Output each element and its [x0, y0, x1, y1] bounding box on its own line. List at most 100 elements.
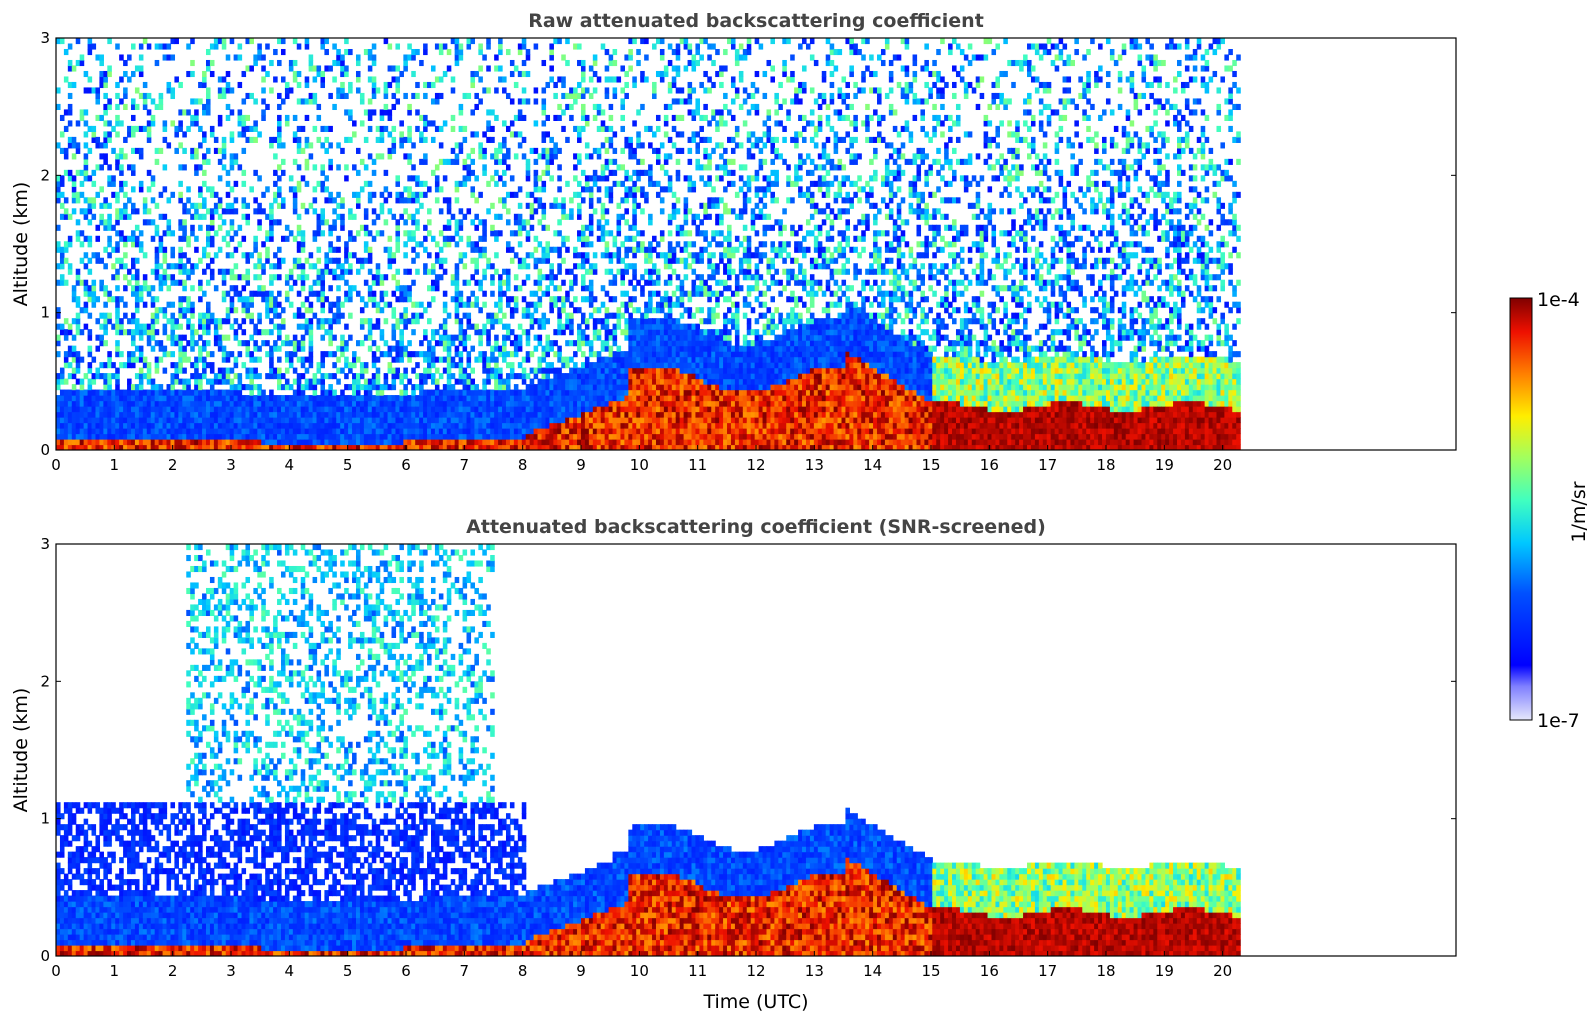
- heat-cell: [359, 439, 365, 446]
- heat-cell: [442, 433, 448, 440]
- heat-cell: [182, 406, 187, 413]
- heat-cell: [63, 125, 69, 132]
- heat-cell: [150, 329, 156, 336]
- heat-cell: [541, 246, 547, 253]
- heat-cell: [363, 257, 369, 264]
- heat-cell: [628, 444, 633, 450]
- heat-cell: [312, 65, 318, 72]
- heat-cell: [600, 318, 606, 325]
- heat-cell: [557, 285, 562, 292]
- heat-cell: [158, 406, 164, 413]
- heat-cell: [174, 444, 179, 450]
- heat-cell: [525, 307, 531, 314]
- heat-cell: [411, 400, 416, 407]
- heat-cell: [565, 378, 570, 385]
- heat-cell: [462, 340, 468, 347]
- heat-cell: [502, 356, 507, 363]
- heat-cell: [383, 318, 389, 325]
- heat-cell: [549, 153, 554, 160]
- heat-cell: [79, 208, 85, 215]
- heat-cell: [391, 334, 397, 341]
- heat-cell: [107, 131, 112, 138]
- heat-cell: [371, 59, 377, 67]
- heat-cell: [288, 268, 294, 275]
- heat-cell: [91, 87, 97, 94]
- heat-cell: [344, 362, 349, 369]
- heat-cell: [592, 444, 598, 450]
- heat-cell: [387, 257, 393, 264]
- heat-cell: [127, 389, 132, 396]
- heat-cell: [134, 87, 140, 94]
- heat-cell: [549, 384, 554, 391]
- heat-cell: [498, 158, 503, 165]
- heat-cell: [344, 65, 349, 72]
- heat-cell: [127, 131, 132, 138]
- heat-cell: [115, 191, 120, 198]
- heat-cell: [628, 186, 633, 193]
- heat-cell: [261, 340, 266, 347]
- heat-cell: [577, 378, 582, 385]
- heat-cell: [277, 38, 282, 45]
- heat-cell: [411, 318, 416, 325]
- heat-cell: [616, 180, 622, 187]
- heat-cell: [103, 428, 108, 435]
- heat-cell: [379, 307, 385, 314]
- heat-cell: [249, 290, 254, 297]
- heat-cell: [419, 444, 424, 450]
- heat-cell: [67, 389, 73, 396]
- heat-cell: [486, 373, 491, 380]
- heat-cell: [616, 219, 622, 226]
- heat-cell: [245, 202, 251, 209]
- heat-cell: [383, 274, 389, 281]
- heat-cell: [407, 103, 412, 111]
- heat-cell: [300, 400, 306, 407]
- heat-cell: [328, 395, 333, 402]
- heat-cell: [146, 285, 152, 292]
- heat-cell: [490, 400, 495, 407]
- heat-cell: [533, 235, 539, 242]
- heat-cell: [577, 345, 582, 352]
- heat-cell: [324, 48, 329, 56]
- heat-cell: [580, 274, 586, 281]
- heat-cell: [494, 114, 499, 121]
- heat-cell: [470, 345, 476, 352]
- heat-cell: [328, 65, 333, 72]
- heat-cell: [498, 395, 503, 402]
- heat-cell: [399, 439, 404, 446]
- heat-cell: [498, 389, 503, 396]
- heat-cell: [383, 378, 389, 385]
- heat-cell: [608, 114, 614, 121]
- heat-cell: [205, 329, 211, 336]
- heat-cell: [359, 296, 365, 303]
- heat-cell: [588, 428, 594, 435]
- heat-cell: [123, 301, 128, 308]
- heat-cell: [245, 417, 251, 424]
- heat-cell: [253, 197, 258, 204]
- heat-cell: [573, 428, 578, 435]
- heat-cell: [292, 422, 298, 429]
- heat-cell: [490, 351, 495, 358]
- heat-cell: [399, 444, 404, 450]
- heat-cell: [545, 131, 551, 138]
- heat-cell: [336, 257, 341, 264]
- heat-cell: [308, 54, 314, 61]
- heat-cell: [332, 59, 337, 67]
- heat-cell: [549, 147, 554, 154]
- heat-cell: [509, 296, 515, 303]
- heat-cell: [300, 334, 306, 341]
- heat-cell: [383, 109, 389, 116]
- heat-cell: [131, 290, 136, 297]
- heat-cell: [158, 356, 164, 363]
- heat-cell: [95, 235, 101, 242]
- heat-cell: [186, 186, 191, 193]
- heat-cell: [336, 191, 341, 198]
- heat-cell: [237, 340, 243, 347]
- heat-cell: [391, 142, 397, 149]
- heat-cell: [150, 411, 156, 418]
- heat-cell: [233, 329, 239, 336]
- heat-cell: [604, 312, 610, 319]
- heat-cell: [580, 312, 586, 319]
- heat-cell: [363, 417, 369, 424]
- heat-cell: [300, 274, 306, 281]
- heat-cell: [79, 444, 85, 450]
